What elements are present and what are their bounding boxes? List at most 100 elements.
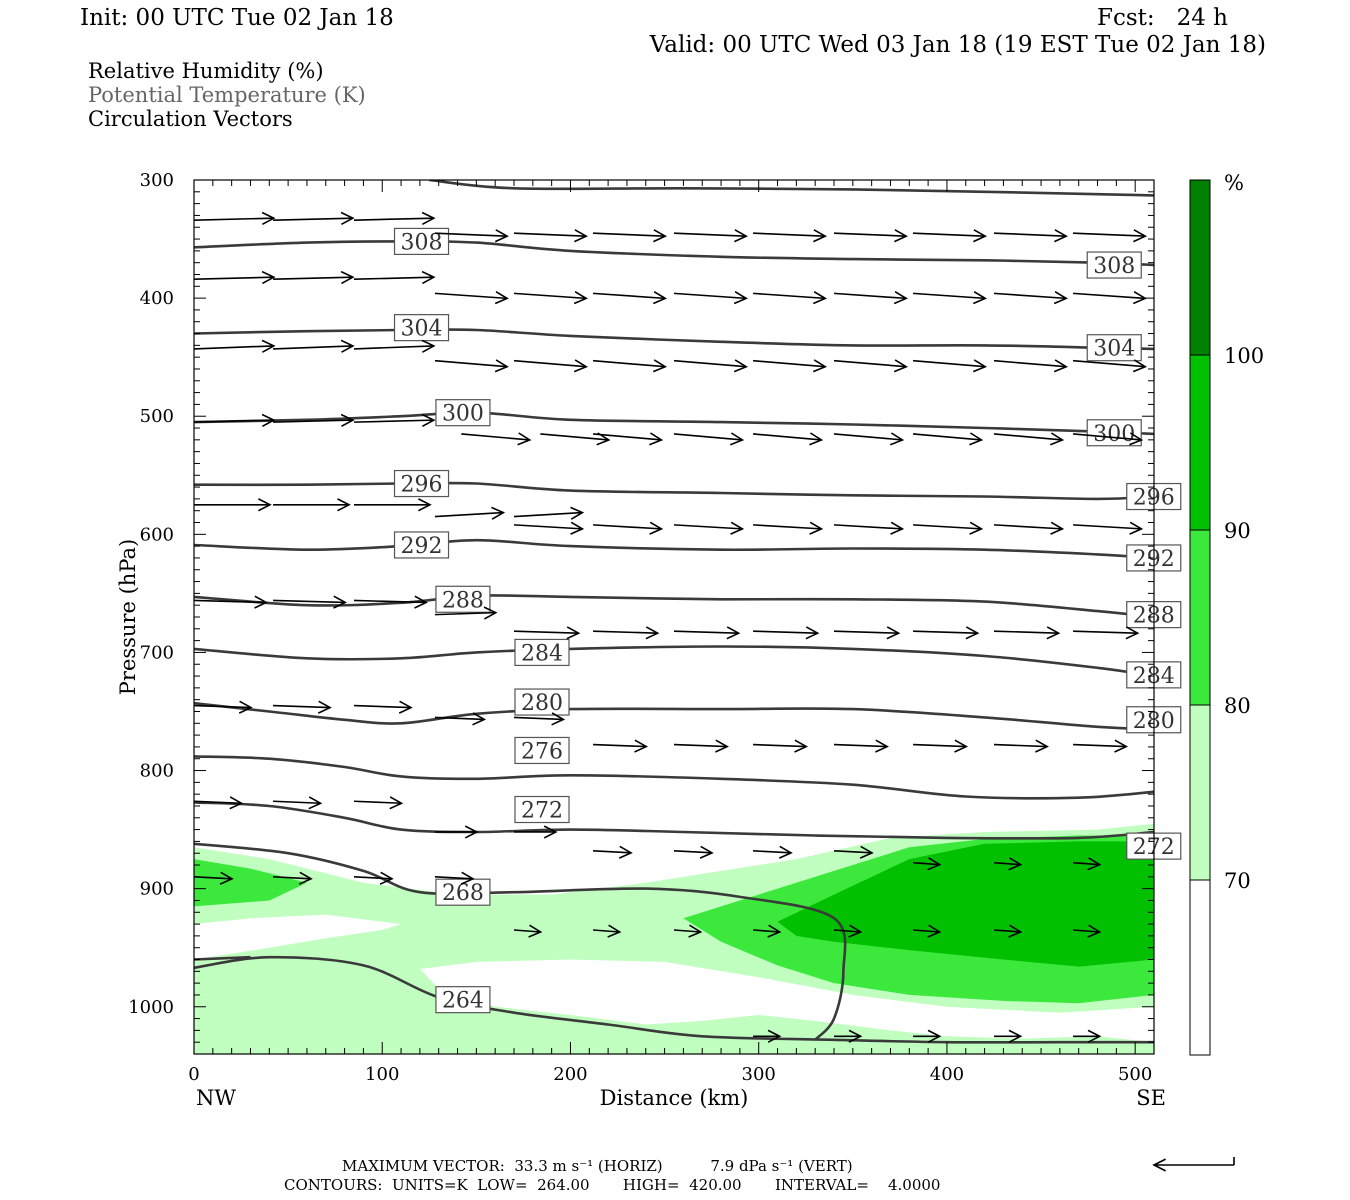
vector-22-6 <box>993 924 1023 938</box>
x-axis-title: Distance (km) <box>600 1086 749 1110</box>
vector-13-3 <box>753 626 820 640</box>
vector-17-0 <box>194 796 244 810</box>
vector-20-0 <box>912 857 942 871</box>
theta-label-268: 268 <box>442 881 484 906</box>
vector-17-1 <box>273 796 323 810</box>
theta-contour-300-11 <box>194 411 1154 436</box>
vector-1-3 <box>673 229 748 243</box>
theta-label-284: 284 <box>521 641 563 666</box>
vector-13-1 <box>593 626 660 640</box>
vector-13-0 <box>513 626 581 640</box>
vector-22-3 <box>752 924 782 938</box>
vector-18-0 <box>434 825 479 839</box>
x-axis-left-end: NW <box>196 1086 236 1110</box>
theta-label-288: 288 <box>442 588 484 613</box>
theta-label-right-304: 304 <box>1093 337 1135 362</box>
vector-8-2 <box>354 498 432 512</box>
vector-4-0 <box>194 339 276 353</box>
vector-7-8 <box>1072 432 1144 446</box>
theta-contour-lines <box>194 180 1154 1044</box>
vector-10-1 <box>593 521 664 535</box>
theta-label-296: 296 <box>401 473 443 498</box>
theta-contour-276-5 <box>194 755 1154 800</box>
vector-11-1 <box>273 595 348 609</box>
vector-14-0 <box>194 700 253 714</box>
vector-10-0 <box>513 521 585 535</box>
vector-1-6 <box>913 229 988 243</box>
vector-20-1 <box>993 857 1023 871</box>
vector-9-1 <box>513 506 585 520</box>
vector-3-5 <box>833 291 908 305</box>
x-tick-label-100: 100 <box>365 1064 399 1085</box>
vector-17-2 <box>353 796 404 810</box>
vector-21-0 <box>194 871 234 885</box>
y-tick-label-700: 700 <box>140 642 174 663</box>
rh-fill-90-3 <box>777 841 1154 967</box>
vector-5-7 <box>993 359 1068 373</box>
vector-3-0 <box>434 291 509 305</box>
vector-0-0 <box>194 211 276 226</box>
colorbar-segment-4 <box>1189 879 1211 1056</box>
vector-19-1 <box>673 845 714 859</box>
vector-19-2 <box>753 845 793 859</box>
vector-7-0 <box>461 432 532 446</box>
y-tick-label-300: 300 <box>140 170 174 191</box>
vector-4-2 <box>353 339 436 353</box>
y-tick-label-500: 500 <box>140 406 174 427</box>
vector-23-1 <box>834 1029 863 1043</box>
vector-1-8 <box>1073 229 1148 243</box>
theta-contour-288-8 <box>194 594 1154 619</box>
vector-2-0 <box>194 270 276 285</box>
vector-8-1 <box>273 498 351 512</box>
colorbar-segment-1 <box>1189 354 1211 531</box>
y-tick-label-800: 800 <box>140 761 174 782</box>
theta-label-280-box <box>514 688 570 716</box>
vector-7-4 <box>752 432 824 446</box>
y-tick-label-1000: 1000 <box>128 997 174 1018</box>
vector-13-2 <box>673 626 741 640</box>
theta-label-292: 292 <box>401 534 443 559</box>
vector-5-5 <box>833 359 908 373</box>
theta-contour-284-7 <box>194 645 1154 678</box>
contours-note: CONTOURS: UNITS=K LOW= 264.00 HIGH= 420.… <box>284 1176 940 1194</box>
theta-label-292-box <box>393 531 450 559</box>
field-rh-label: Relative Humidity (%) <box>88 59 324 83</box>
vector-11-2 <box>353 595 428 609</box>
theta-label-272: 272 <box>521 799 563 824</box>
vector-6-0 <box>194 413 276 428</box>
vector-22-7 <box>1072 924 1102 938</box>
vector-3-8 <box>1073 291 1148 305</box>
vector-7-2 <box>592 432 664 446</box>
colorbar-unit: % <box>1224 171 1244 195</box>
vector-10-5 <box>913 521 984 535</box>
colorbar-segment-2 <box>1189 529 1211 706</box>
vector-15-0 <box>434 712 487 726</box>
vector-16-0 <box>593 739 649 753</box>
vector-23-4 <box>1073 1029 1102 1043</box>
vector-13-7 <box>1073 626 1140 640</box>
theta-label-304: 304 <box>401 317 443 342</box>
vector-6-1 <box>273 413 355 428</box>
x-axis-right-end: SE <box>1136 1086 1166 1110</box>
colorbar-segment-3 <box>1189 704 1211 881</box>
field-vectors-label: Circulation Vectors <box>88 107 293 131</box>
theta-label-264-box <box>435 986 491 1014</box>
forecast-hour: Fcst: 24 h <box>1097 5 1228 31</box>
y-tick-label-400: 400 <box>140 288 174 309</box>
vector-2-1 <box>273 270 355 285</box>
vector-14-1 <box>273 700 332 714</box>
vector-10-7 <box>1073 521 1144 535</box>
theta-label-300-box <box>435 399 491 427</box>
colorbar-label-100: 100 <box>1224 344 1264 368</box>
vector-3-6 <box>913 291 988 305</box>
theta-label-288-box <box>435 585 491 613</box>
vector-7-7 <box>993 432 1065 446</box>
vector-22-0 <box>513 924 543 938</box>
theta-contour-268-0 <box>194 842 847 1041</box>
vector-16-4 <box>913 739 969 753</box>
theta-label-272-box <box>514 795 570 824</box>
vector-23-2 <box>913 1029 942 1043</box>
vector-3-7 <box>993 291 1068 305</box>
colorbar-label-70: 70 <box>1224 869 1251 893</box>
